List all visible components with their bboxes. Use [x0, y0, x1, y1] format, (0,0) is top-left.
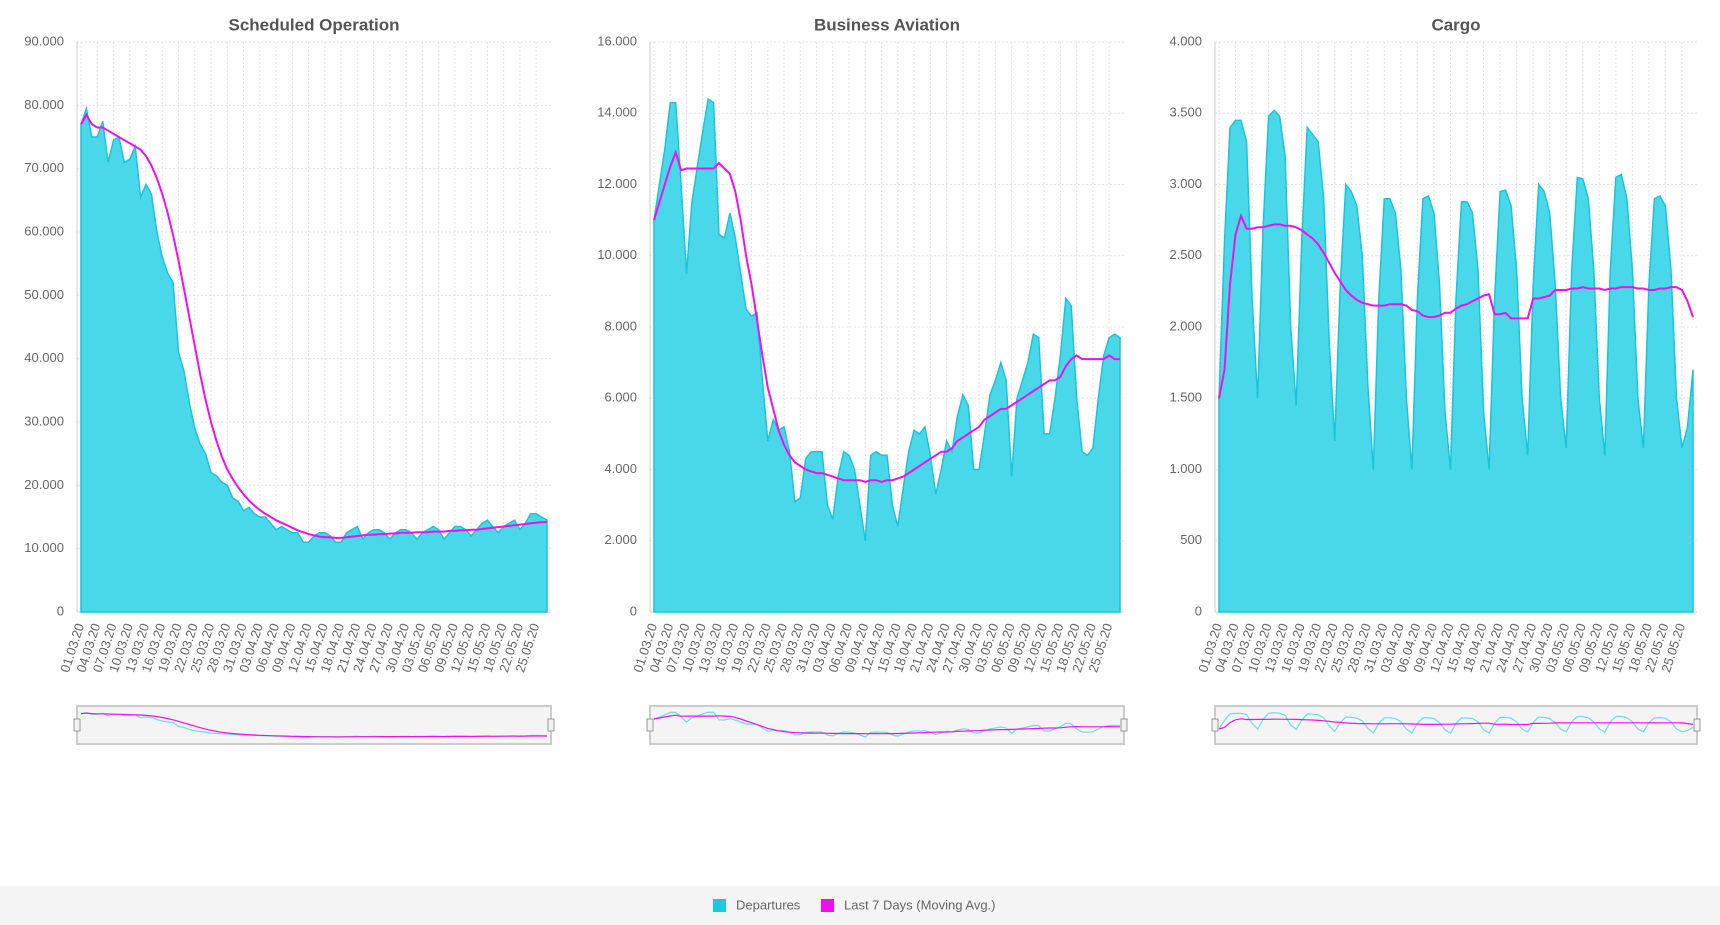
navigator-handle[interactable] — [1120, 718, 1128, 732]
y-tick-label: 3.500 — [1169, 105, 1202, 120]
y-tick-label: 30.000 — [24, 413, 64, 428]
departures-area — [1218, 109, 1694, 613]
y-tick-label: 90.000 — [24, 33, 64, 48]
navigator-handle[interactable] — [1693, 718, 1701, 732]
y-tick-label: 8.000 — [604, 318, 637, 333]
moving-average-line — [653, 149, 1120, 484]
navigator — [1214, 705, 1698, 745]
legend-bar — [0, 886, 1720, 925]
navigator-handle[interactable] — [73, 718, 81, 732]
y-tick-label: 4.000 — [1169, 33, 1202, 48]
chart-title: Business Aviation — [814, 15, 960, 34]
navigator-handle[interactable] — [547, 718, 555, 732]
y-tick-label: 60.000 — [24, 223, 64, 238]
y-tick-label: 1.000 — [1169, 461, 1202, 476]
moving-average-line — [80, 112, 547, 539]
navigator-line — [653, 711, 1121, 738]
y-tick-label: 2.500 — [1169, 247, 1202, 262]
y-tick-label: 80.000 — [24, 97, 64, 112]
y-tick-label: 0 — [1195, 603, 1202, 618]
legend-swatch[interactable] — [821, 899, 834, 912]
navigator — [649, 705, 1125, 745]
y-tick-label: 3.000 — [1169, 176, 1202, 191]
y-tick-label: 12.000 — [597, 176, 637, 191]
y-tick-label: 16.000 — [597, 33, 637, 48]
navigator-handle[interactable] — [1211, 718, 1219, 732]
y-tick-label: 2.000 — [1169, 318, 1202, 333]
legend-swatch[interactable] — [713, 899, 726, 912]
y-tick-label: 70.000 — [24, 160, 64, 175]
navigator-handle[interactable] — [646, 718, 654, 732]
y-tick-label: 4.000 — [604, 461, 637, 476]
legend-label[interactable]: Departures — [736, 897, 801, 912]
y-tick-label: 2.000 — [604, 532, 637, 547]
navigator-line — [653, 714, 1120, 735]
navigator-line — [1218, 718, 1694, 730]
y-tick-label: 50.000 — [24, 287, 64, 302]
y-tick-label: 0 — [630, 603, 637, 618]
y-tick-label: 6.000 — [604, 390, 637, 405]
chart-title: Cargo — [1431, 15, 1480, 34]
legend-label[interactable]: Last 7 Days (Moving Avg.) — [844, 897, 996, 912]
y-tick-label: 10.000 — [24, 540, 64, 555]
chart-title: Scheduled Operation — [229, 15, 400, 34]
y-tick-label: 1.500 — [1169, 390, 1202, 405]
y-tick-label: 500 — [1180, 532, 1202, 547]
moving-average-line — [1218, 212, 1694, 399]
y-tick-label: 20.000 — [24, 477, 64, 492]
y-tick-label: 0 — [57, 603, 64, 618]
departures-area — [80, 105, 548, 613]
navigator — [76, 705, 552, 745]
navigator-line — [80, 712, 547, 738]
y-tick-label: 40.000 — [24, 350, 64, 365]
departures-area — [653, 97, 1121, 613]
y-tick-label: 14.000 — [597, 105, 637, 120]
y-tick-label: 10.000 — [597, 247, 637, 262]
